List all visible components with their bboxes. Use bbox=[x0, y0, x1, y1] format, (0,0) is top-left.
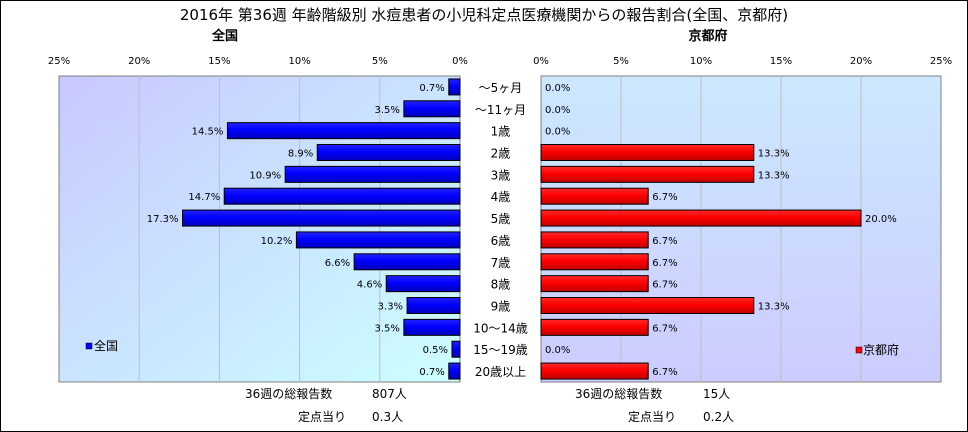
national-bar bbox=[403, 100, 461, 118]
national-bar bbox=[448, 362, 461, 380]
national-data-label: 0.5% bbox=[423, 345, 448, 356]
kyoto-panel: 0% 5% 10% 15% 20% 25% 0.0% 0.0% 0.0% 13.3% 13.3% 6.… bbox=[533, 56, 952, 383]
kyoto-legend-label: 京都府 bbox=[863, 342, 899, 357]
national-bar bbox=[316, 144, 461, 161]
national-data-label: 10.9% bbox=[249, 170, 281, 181]
kyoto-tick-label: 20% bbox=[850, 56, 872, 67]
kyoto-bar bbox=[540, 231, 649, 249]
kyoto-tick-label: 10% bbox=[690, 56, 712, 67]
national-data-label: 0.7% bbox=[419, 83, 444, 94]
age-category-labels: ～5ヶ月 ～11ヶ月 1歳 2歳 3歳 4歳 5歳 6歳 7歳 8歳 9歳 10～14歳 15～19歳 2… bbox=[473, 81, 528, 379]
kyoto-bar bbox=[540, 318, 649, 336]
kyoto-tick-label: 15% bbox=[770, 56, 792, 67]
national-data-label: 10.2% bbox=[261, 236, 293, 247]
kyoto-data-label: 0.0% bbox=[545, 105, 570, 116]
national-data-label: 8.9% bbox=[288, 149, 313, 160]
national-data-label: 14.7% bbox=[188, 192, 220, 203]
age-category-label: 4歳 bbox=[491, 190, 511, 204]
national-total-value: 807人 bbox=[372, 387, 407, 401]
kyoto-subtitle: 京都府 bbox=[688, 28, 727, 44]
national-panel: 25% 20% 15% 10% 5% 0% 0.7% 3.5% 14.5% 8.9% 10.9% 14… bbox=[48, 56, 468, 383]
kyoto-bar bbox=[540, 253, 649, 271]
kyoto-data-label: 13.3% bbox=[758, 170, 790, 181]
national-bar bbox=[448, 78, 461, 96]
age-category-label: 9歳 bbox=[491, 300, 511, 314]
kyoto-data-label: 6.7% bbox=[652, 192, 677, 203]
kyoto-bar bbox=[540, 144, 755, 161]
national-tick-label: 15% bbox=[208, 56, 230, 67]
kyoto-data-label: 6.7% bbox=[652, 280, 677, 291]
national-data-label: 3.5% bbox=[374, 323, 399, 334]
kyoto-data-label: 20.0% bbox=[865, 214, 897, 225]
kyoto-bar bbox=[540, 187, 649, 205]
national-bar bbox=[295, 231, 461, 249]
national-bar bbox=[451, 340, 461, 358]
kyoto-bar bbox=[540, 165, 755, 183]
kyoto-data-label: 13.3% bbox=[758, 149, 790, 160]
age-category-label: 15～19歳 bbox=[473, 343, 528, 357]
age-category-label: 5歳 bbox=[491, 212, 511, 226]
kyoto-data-label: 0.0% bbox=[545, 345, 570, 356]
national-legend-swatch bbox=[85, 342, 93, 350]
kyoto-data-label: 0.0% bbox=[545, 127, 570, 138]
kyoto-data-label: 6.7% bbox=[652, 236, 677, 247]
national-subtitle: 全国 bbox=[211, 28, 238, 44]
national-per-label: 定点当り bbox=[298, 409, 346, 424]
kyoto-per-label: 定点当り bbox=[628, 409, 676, 424]
kyoto-plot-area bbox=[540, 75, 942, 383]
kyoto-total-value: 15人 bbox=[703, 387, 730, 401]
kyoto-tick-label: 5% bbox=[613, 56, 629, 67]
age-category-label: 3歳 bbox=[491, 168, 511, 182]
national-data-label: 3.5% bbox=[374, 105, 399, 116]
national-bar bbox=[403, 318, 461, 336]
national-data-label: 17.3% bbox=[147, 214, 179, 225]
chart-title: 2016年 第36週 年齢階級別 水痘患者の小児科定点医療機関からの報告割合(全… bbox=[180, 6, 788, 24]
national-bar bbox=[284, 165, 461, 183]
age-category-label: ～11ヶ月 bbox=[475, 103, 526, 117]
kyoto-bar bbox=[540, 362, 649, 380]
national-data-label: 4.6% bbox=[357, 280, 382, 291]
kyoto-data-label: 6.7% bbox=[652, 367, 677, 378]
national-tick-label: 5% bbox=[372, 56, 388, 67]
age-category-label: 7歳 bbox=[491, 256, 511, 270]
age-category-label: ～5ヶ月 bbox=[479, 81, 523, 95]
kyoto-per-value: 0.2人 bbox=[703, 410, 734, 424]
age-category-label: 8歳 bbox=[491, 278, 511, 292]
national-legend-label: 全国 bbox=[94, 338, 118, 353]
national-tick-label: 20% bbox=[128, 56, 150, 67]
national-data-label: 14.5% bbox=[192, 127, 224, 138]
age-category-label: 20歳以上 bbox=[475, 365, 526, 379]
national-total-label: 36週の総報告数 bbox=[245, 386, 332, 401]
national-tick-label: 10% bbox=[288, 56, 310, 67]
national-tick-label: 0% bbox=[452, 56, 468, 67]
national-bar bbox=[182, 209, 461, 227]
kyoto-total-label: 36週の総報告数 bbox=[575, 386, 662, 401]
kyoto-data-label: 0.0% bbox=[545, 83, 570, 94]
national-bar bbox=[223, 187, 461, 205]
kyoto-bar bbox=[540, 275, 649, 293]
national-data-label: 6.6% bbox=[325, 258, 350, 269]
national-data-label: 3.3% bbox=[378, 302, 403, 313]
national-tick-label: 25% bbox=[48, 56, 70, 67]
national-bar bbox=[406, 297, 461, 314]
age-category-label: 10～14歳 bbox=[473, 321, 528, 335]
national-bar bbox=[353, 253, 461, 271]
age-category-label: 1歳 bbox=[491, 125, 511, 139]
national-data-label: 0.7% bbox=[419, 367, 444, 378]
national-plot-area bbox=[58, 75, 461, 383]
kyoto-bar bbox=[540, 209, 862, 227]
age-category-label: 6歳 bbox=[491, 234, 511, 248]
kyoto-data-label: 6.7% bbox=[652, 258, 677, 269]
kyoto-tick-label: 25% bbox=[930, 56, 952, 67]
age-category-label: 2歳 bbox=[491, 147, 511, 161]
national-per-value: 0.3人 bbox=[372, 410, 403, 424]
national-bar bbox=[385, 275, 461, 293]
national-bar bbox=[226, 122, 461, 140]
kyoto-legend-swatch bbox=[855, 346, 863, 354]
kyoto-data-label: 6.7% bbox=[652, 323, 677, 334]
kyoto-data-label: 13.3% bbox=[758, 302, 790, 313]
kyoto-tick-label: 0% bbox=[533, 56, 549, 67]
kyoto-bar bbox=[540, 297, 755, 314]
